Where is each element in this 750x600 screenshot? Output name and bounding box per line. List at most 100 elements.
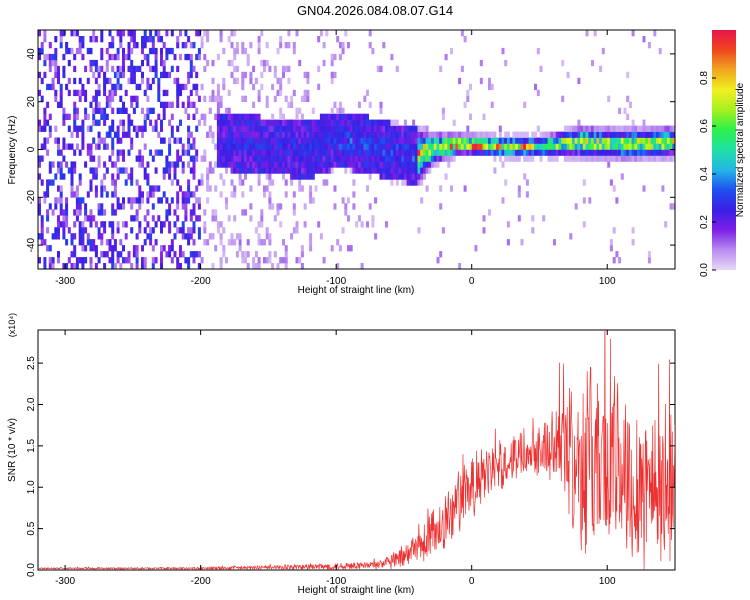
heatmap-cell xyxy=(282,113,285,120)
heatmap-cell xyxy=(73,251,77,258)
heatmap-cell xyxy=(57,227,60,234)
heatmap-cell xyxy=(357,101,361,108)
heatmap-cell xyxy=(203,95,207,102)
heatmap-cell xyxy=(189,155,193,162)
heatmap-cell xyxy=(542,131,546,138)
heatmap-cell xyxy=(168,227,172,234)
heatmap-cell xyxy=(295,131,299,138)
heatmap-cell xyxy=(501,137,505,144)
heatmap-cell xyxy=(628,143,632,150)
heatmap-cell xyxy=(138,191,142,198)
heatmap-cell xyxy=(73,191,77,198)
heatmap-cell xyxy=(184,257,188,264)
heatmap-cell xyxy=(94,107,98,114)
heatmap-cell xyxy=(282,161,285,168)
heatmap-cell xyxy=(371,47,375,55)
heatmap-cell xyxy=(333,137,337,144)
heatmap-cell xyxy=(48,245,52,252)
heatmap-cell xyxy=(528,137,532,144)
heatmap-cell xyxy=(672,125,675,132)
heatmap-cell xyxy=(116,83,120,91)
heatmap-cell xyxy=(89,59,93,67)
heatmap-cell xyxy=(257,137,261,144)
heatmap-cell xyxy=(92,245,96,252)
heatmap-cell xyxy=(57,149,60,156)
heatmap-cell xyxy=(601,143,605,150)
heatmap-cell xyxy=(113,161,117,168)
heatmap-cell xyxy=(344,125,348,132)
heatmap-cell xyxy=(458,137,462,144)
heatmap-cell xyxy=(352,179,356,186)
heatmap-cell xyxy=(488,149,491,156)
heatmap-cell xyxy=(493,137,497,144)
heatmap-cell xyxy=(488,83,491,91)
heatmap-cell xyxy=(290,161,294,168)
heatmap-cell xyxy=(57,221,60,228)
heatmap-cell xyxy=(292,125,296,132)
heatmap-cell xyxy=(566,155,570,162)
heatmap-cell xyxy=(577,119,581,126)
heatmap-cell xyxy=(160,119,163,126)
heatmap-cell xyxy=(89,65,93,73)
y-tick-label: 0.0 xyxy=(26,563,37,577)
heatmap-cell xyxy=(200,83,204,91)
heatmap-cell xyxy=(425,155,429,162)
heatmap-cell xyxy=(672,131,675,138)
heatmap-cell xyxy=(208,167,212,174)
heatmap-cell xyxy=(403,125,407,132)
heatmap-cell xyxy=(295,119,299,126)
heatmap-cell xyxy=(225,137,228,144)
heatmap-cell xyxy=(669,137,673,144)
heatmap-cell xyxy=(531,227,535,234)
heatmap-cell xyxy=(647,143,651,150)
heatmap-cell xyxy=(357,149,361,156)
heatmap-cell xyxy=(325,167,329,174)
heatmap-cell xyxy=(146,209,150,216)
heatmap-cell xyxy=(450,47,453,55)
heatmap-cell xyxy=(73,113,77,120)
heatmap-cell xyxy=(279,257,283,264)
heatmap-cell xyxy=(333,71,337,79)
heatmap-cell xyxy=(642,36,646,43)
heatmap-cell xyxy=(279,137,283,144)
heatmap-cell xyxy=(347,42,350,49)
heatmap-cell xyxy=(233,119,237,126)
heatmap-cell xyxy=(656,125,659,132)
heatmap-cell xyxy=(62,137,66,144)
heatmap-cell xyxy=(189,251,193,258)
heatmap-cell xyxy=(268,239,272,246)
heatmap-cell xyxy=(135,179,139,186)
heatmap-cell xyxy=(420,179,424,186)
heatmap-cell xyxy=(553,239,556,246)
heatmap-cell xyxy=(257,161,261,168)
heatmap-cell xyxy=(366,167,369,174)
heatmap-cell xyxy=(216,101,220,108)
heatmap-cell xyxy=(390,155,394,162)
heatmap-cell xyxy=(647,257,651,264)
heatmap-cell xyxy=(525,179,529,186)
heatmap-cell xyxy=(284,65,288,73)
heatmap-cell xyxy=(230,167,234,174)
heatmap-cell xyxy=(284,137,288,144)
heatmap-cell xyxy=(374,233,378,240)
heatmap-cell xyxy=(235,47,239,55)
heatmap-cell xyxy=(40,77,44,85)
heatmap-cell xyxy=(639,125,643,132)
heatmap-cell xyxy=(168,161,172,168)
heatmap-cell xyxy=(176,227,180,234)
heatmap-cell xyxy=(431,161,434,168)
heatmap-cell xyxy=(607,161,611,168)
heatmap-cell xyxy=(341,107,345,114)
heatmap-cell xyxy=(75,143,79,150)
heatmap-cell xyxy=(555,155,559,162)
heatmap-cell xyxy=(151,125,155,132)
heatmap-cell xyxy=(569,125,573,132)
heatmap-cell xyxy=(463,131,467,138)
heatmap-cell xyxy=(531,215,535,222)
heatmap-cell xyxy=(469,137,472,144)
heatmap-cell xyxy=(233,149,237,156)
heatmap-cell xyxy=(57,233,60,240)
heatmap-cell xyxy=(122,257,125,264)
heatmap-cell xyxy=(94,173,98,180)
heatmap-cell xyxy=(189,65,193,73)
